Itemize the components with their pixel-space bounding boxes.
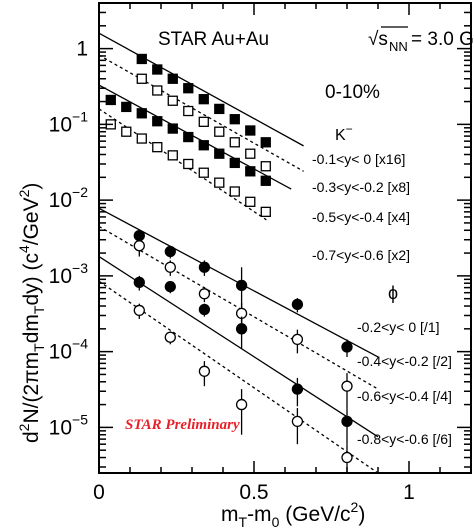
data-point — [167, 95, 178, 106]
data-point — [260, 175, 271, 186]
phi-group-label: ϕ — [388, 283, 398, 303]
data-point — [198, 94, 209, 105]
x-tick-label: 1 — [403, 481, 415, 504]
legend-entry: -0.6<y<-0.4 [/4] — [357, 388, 452, 404]
data-point — [152, 85, 163, 96]
legend-entry: -0.8<y<-0.6 [/6] — [357, 431, 452, 447]
kaon-group-label: K− — [335, 122, 353, 144]
data-point — [260, 161, 271, 172]
data-point — [105, 94, 116, 106]
y-tick-label: 10−5 — [49, 411, 89, 439]
data-point — [341, 451, 353, 464]
y-tick-label: 10−3 — [49, 260, 89, 288]
data-point — [245, 166, 256, 177]
y-tick-label: 1 — [76, 38, 88, 61]
data-point — [235, 279, 248, 291]
legend-entry: -0.7<y<-0.6 [x2] — [312, 247, 410, 263]
data-point — [183, 105, 194, 117]
data-point — [136, 133, 147, 144]
data-point — [183, 131, 194, 143]
data-point — [121, 126, 132, 137]
data-point — [164, 245, 176, 258]
data-point — [291, 383, 304, 395]
y-axis-title: d2N/(2πmTdmTdy) (c4/GeV2) — [16, 183, 47, 443]
fit-line — [98, 84, 292, 190]
data-point — [133, 276, 145, 289]
data-point — [291, 415, 304, 428]
data-point — [183, 83, 194, 94]
data-point — [136, 108, 147, 119]
data-point — [136, 53, 147, 65]
data-point — [229, 157, 240, 169]
preliminary-label: STAR Preliminary — [125, 417, 240, 433]
fit-line — [98, 280, 379, 474]
data-point — [260, 206, 271, 218]
data-point — [164, 331, 176, 343]
data-point — [198, 140, 209, 151]
data-point — [229, 114, 240, 125]
data-point — [291, 298, 304, 311]
fit-line — [98, 54, 304, 172]
energy-subscript: NN — [389, 39, 408, 54]
data-point — [235, 323, 248, 335]
energy-label: = 3.0 GeV — [411, 29, 474, 50]
data-point — [167, 73, 178, 84]
data-point — [198, 288, 211, 300]
data-point — [341, 341, 353, 353]
data-point — [198, 116, 209, 127]
data-point — [198, 261, 211, 273]
data-point — [260, 137, 271, 148]
data-point — [152, 64, 163, 75]
legend-entry: -0.2<y< 0 [/1] — [357, 319, 440, 335]
legend-entry: -0.4<y<-0.2 [/2] — [357, 353, 452, 369]
data-point — [152, 116, 163, 127]
legend-entry: -0.1<y< 0 [x16] — [312, 151, 405, 167]
data-point — [229, 186, 240, 197]
y-tick-label: 10−2 — [49, 184, 89, 212]
data-point — [245, 148, 256, 159]
data-point — [245, 196, 256, 207]
data-point — [152, 142, 163, 153]
chart-title: STAR Au+Au — [158, 29, 269, 50]
data-point — [198, 167, 209, 178]
data-point — [198, 303, 211, 316]
data-point — [164, 261, 176, 273]
data-point — [214, 177, 225, 188]
data-point — [229, 137, 240, 148]
data-point — [133, 304, 145, 317]
energy-symbol: √s — [368, 29, 388, 50]
legend-entry: -0.3<y<-0.2 [x8] — [312, 179, 410, 195]
y-tick-label: 10−4 — [49, 336, 89, 364]
data-point — [167, 123, 178, 134]
centrality-label: 0-10% — [325, 82, 380, 103]
data-point — [133, 240, 145, 252]
legend-entry: -0.5<y<-0.4 [x4] — [312, 209, 410, 225]
data-point — [341, 415, 353, 428]
data-point — [214, 148, 225, 159]
data-point — [214, 103, 225, 115]
y-tick-label: 10−1 — [49, 108, 89, 136]
data-point — [214, 126, 225, 137]
data-point — [235, 398, 248, 411]
data-point — [291, 333, 304, 346]
data-point — [121, 101, 132, 113]
data-point — [341, 380, 353, 392]
x-tick-label: 0.5 — [239, 481, 268, 504]
x-tick-label: 0 — [93, 481, 105, 504]
data-point — [245, 125, 256, 136]
fit-line — [98, 32, 304, 147]
fit-line — [98, 255, 379, 438]
data-point — [167, 150, 178, 161]
data-point — [198, 365, 211, 377]
data-point — [183, 158, 194, 170]
data-point — [136, 73, 147, 84]
fit-line — [98, 108, 267, 221]
data-point — [164, 281, 176, 293]
